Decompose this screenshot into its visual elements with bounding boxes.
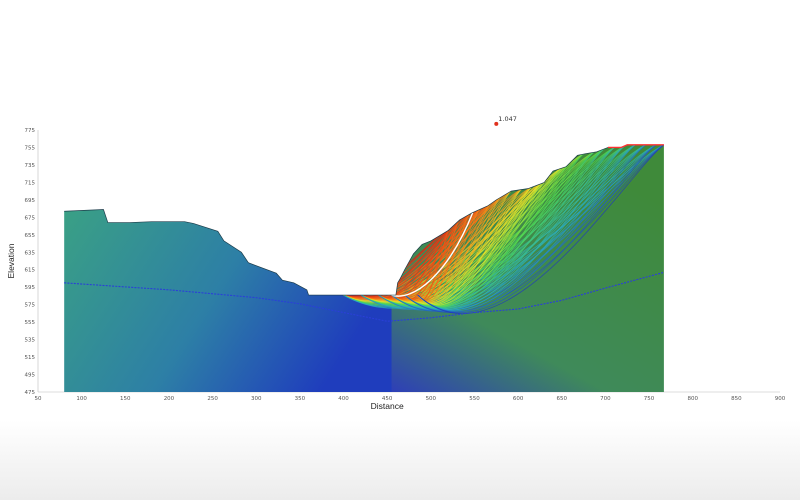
slip-surface	[417, 153, 584, 307]
x-tick-label: 300	[251, 396, 262, 402]
slip-surface	[391, 214, 470, 300]
y-tick-label: 755	[25, 145, 36, 151]
x-tick-label: 850	[731, 396, 742, 402]
x-axis-title: Distance	[371, 401, 404, 411]
slip-surface	[404, 220, 460, 300]
y-tick-label: 515	[25, 355, 36, 361]
slip-surface	[378, 214, 470, 299]
slip-surface	[360, 144, 664, 310]
x-tick-label: 350	[295, 396, 306, 402]
x-tick-label: 450	[382, 396, 393, 402]
slip-surface	[417, 144, 664, 314]
slip-surface	[378, 229, 449, 298]
x-tick-label: 900	[775, 396, 786, 402]
slip-surface	[343, 144, 664, 309]
slip-surface	[404, 148, 605, 308]
factor-of-safety-label: 1.047	[498, 115, 517, 123]
slip-surface	[391, 191, 511, 302]
slip-surface	[417, 144, 646, 313]
critical-slip-surface	[391, 212, 474, 297]
y-tick-label: 735	[25, 163, 36, 169]
slip-surface	[360, 229, 449, 298]
x-tick-label: 500	[426, 396, 437, 402]
slip-surface	[391, 167, 563, 305]
slip-surface	[391, 144, 664, 312]
x-tick-label: 800	[687, 396, 698, 402]
right-slope-body	[391, 144, 664, 392]
x-tick-label: 600	[513, 396, 524, 402]
x-tick-label: 400	[338, 396, 349, 402]
slip-surface	[404, 147, 615, 309]
slip-surfaces	[343, 144, 664, 314]
x-tick-label: 700	[600, 396, 611, 402]
slip-surface	[417, 152, 594, 308]
slip-surface	[417, 147, 615, 310]
y-tick-label: 495	[25, 373, 36, 379]
slip-surface	[343, 203, 491, 299]
crest-highlight	[608, 144, 664, 149]
slip-surface	[391, 204, 491, 301]
y-tick-label: 575	[25, 303, 36, 309]
slip-surface	[391, 197, 501, 301]
x-tick-label: 250	[207, 396, 218, 402]
slip-surface	[417, 191, 511, 304]
slip-surface	[343, 214, 470, 298]
y-tick-label: 535	[25, 338, 36, 344]
y-tick-label: 715	[25, 180, 36, 186]
slip-surface	[404, 191, 511, 303]
y-tick-label: 675	[25, 215, 36, 221]
slip-surface	[404, 197, 501, 302]
y-tick-label: 555	[25, 320, 36, 326]
slip-surface	[378, 191, 511, 301]
x-tick-label: 100	[76, 396, 87, 402]
water-table-line	[64, 271, 665, 322]
x-tick-label: 200	[164, 396, 175, 402]
x-tick-label: 650	[557, 396, 568, 402]
slip-surface	[378, 187, 532, 302]
slip-surface	[378, 203, 491, 300]
x-tick-label: 550	[469, 396, 480, 402]
slip-surface	[378, 144, 664, 311]
slip-surface	[360, 144, 657, 309]
left-slope-body	[64, 209, 396, 392]
slip-surface	[378, 197, 501, 300]
y-tick-label: 595	[25, 285, 36, 291]
slip-surface	[404, 153, 584, 306]
x-tick-label: 750	[644, 396, 655, 402]
slip-surface	[391, 209, 480, 300]
slip-surface	[417, 189, 522, 305]
y-tick-label: 775	[25, 128, 36, 134]
slip-surface	[404, 159, 574, 306]
y-tick-label: 475	[25, 390, 36, 396]
x-tick-label: 150	[120, 396, 131, 402]
ground-surface-line	[64, 144, 664, 296]
x-tick-labels: 50 100 150 200 250 300 350 400 450 500 550 600 650 70…	[35, 396, 786, 402]
y-tick-label: 615	[25, 268, 36, 274]
slip-surface	[417, 144, 636, 312]
slip-surface	[404, 171, 553, 305]
y-tick-label: 635	[25, 250, 36, 256]
slip-surface	[417, 144, 657, 313]
y-tick-labels: 475 495 515 535 555 575 595 615 635 655 675 695 715 7…	[25, 128, 36, 396]
slip-center-point	[494, 121, 499, 126]
slip-surface	[360, 183, 542, 302]
y-axis-title: Elevation	[6, 243, 16, 278]
slip-surface	[378, 209, 480, 299]
slip-center-marker: 1.047	[494, 115, 517, 126]
slip-surface	[417, 187, 532, 305]
slip-surface	[360, 187, 532, 302]
slip-surface	[404, 144, 664, 313]
y-tick-label: 655	[25, 233, 36, 239]
slip-surface	[391, 220, 460, 299]
x-tick-label: 50	[35, 396, 42, 402]
slip-surface	[417, 167, 563, 307]
slip-surface	[404, 209, 480, 301]
y-tick-label: 695	[25, 198, 36, 204]
slip-surface	[417, 171, 553, 306]
slip-surface	[404, 152, 594, 307]
slip-surface	[417, 148, 605, 309]
slip-surface	[404, 167, 563, 306]
